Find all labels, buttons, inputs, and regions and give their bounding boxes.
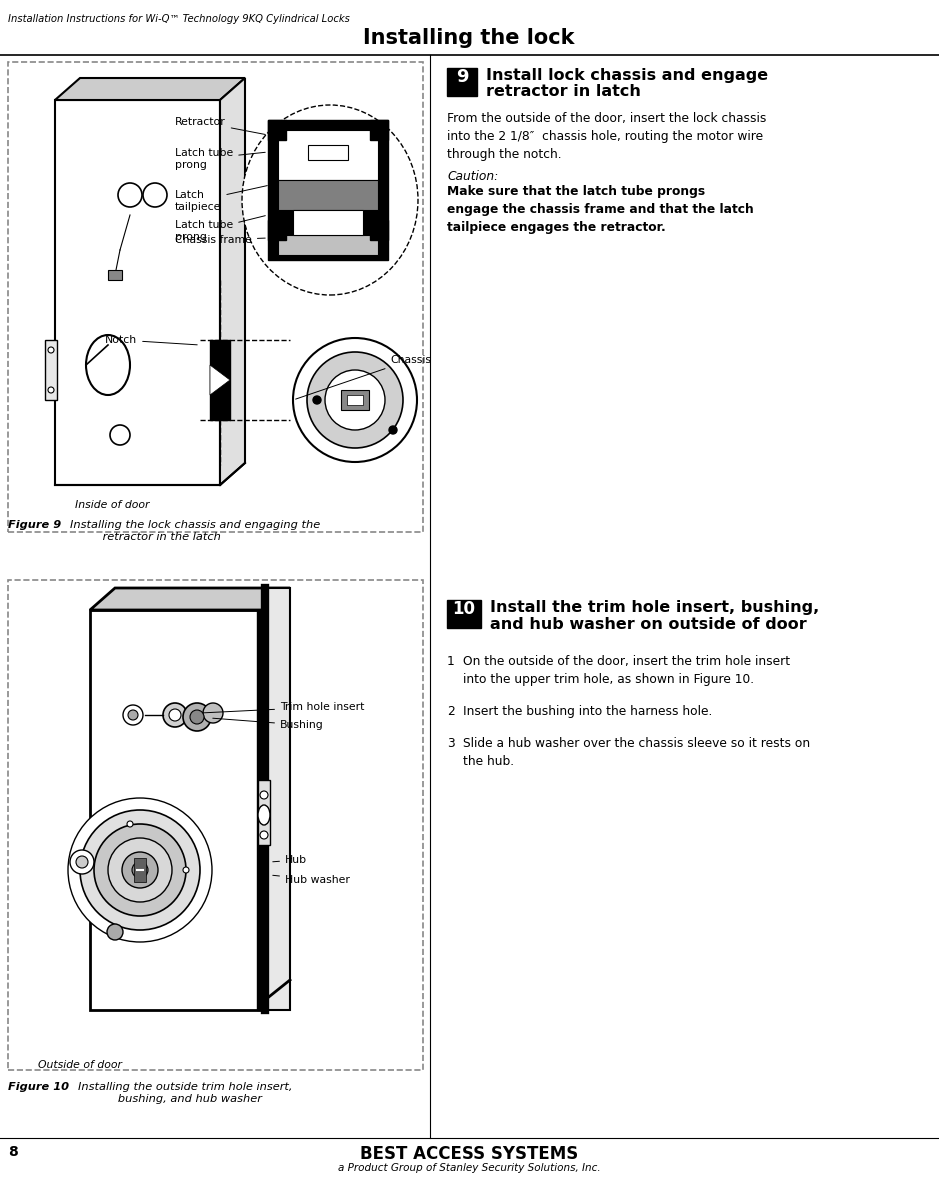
- Text: On the outside of the door, insert the trim hole insert
into the upper trim hole: On the outside of the door, insert the t…: [463, 655, 790, 686]
- Text: Figure 9: Figure 9: [8, 520, 61, 530]
- Text: Chassis: Chassis: [296, 355, 431, 399]
- Text: and hub washer on outside of door: and hub washer on outside of door: [490, 617, 807, 632]
- Bar: [370, 220, 388, 241]
- Text: 10: 10: [453, 600, 475, 618]
- Bar: [257, 610, 265, 1010]
- Text: Hub: Hub: [272, 855, 307, 865]
- Bar: [268, 120, 286, 141]
- Ellipse shape: [242, 105, 418, 295]
- Text: Chassis frame: Chassis frame: [175, 235, 265, 245]
- Text: Latch tube
prong: Latch tube prong: [175, 216, 266, 242]
- Text: 1: 1: [447, 655, 454, 668]
- Ellipse shape: [258, 805, 270, 825]
- Text: Installing the lock: Installing the lock: [363, 29, 575, 48]
- Text: Caution:: Caution:: [447, 170, 499, 183]
- Circle shape: [108, 838, 172, 902]
- Text: From the outside of the door, insert the lock chassis
into the 2 1/8″  chassis h: From the outside of the door, insert the…: [447, 112, 766, 161]
- Text: Trim hole insert: Trim hole insert: [203, 701, 364, 713]
- Polygon shape: [55, 77, 245, 100]
- Circle shape: [183, 703, 211, 731]
- Bar: [341, 389, 369, 410]
- Circle shape: [325, 370, 385, 430]
- Bar: [134, 858, 146, 883]
- Circle shape: [169, 709, 181, 721]
- Circle shape: [260, 791, 268, 799]
- Circle shape: [68, 798, 212, 942]
- Text: Hub washer: Hub washer: [272, 875, 350, 885]
- Circle shape: [94, 824, 186, 916]
- Bar: [278, 235, 378, 255]
- Ellipse shape: [86, 335, 130, 395]
- Circle shape: [132, 862, 148, 878]
- Text: Installing the lock chassis and engaging the
         retractor in the latch: Installing the lock chassis and engaging…: [70, 520, 320, 542]
- Circle shape: [110, 425, 130, 445]
- Text: Latch
tailpiece: Latch tailpiece: [175, 186, 268, 212]
- Text: 9: 9: [455, 68, 469, 86]
- Text: Notch: Notch: [105, 335, 197, 345]
- Polygon shape: [265, 588, 290, 1010]
- Circle shape: [48, 347, 54, 353]
- Text: Make sure that the latch tube prongs
engage the chassis frame and that the latch: Make sure that the latch tube prongs eng…: [447, 185, 754, 233]
- Circle shape: [163, 703, 187, 727]
- Text: 3: 3: [447, 737, 454, 750]
- Bar: [55, 100, 220, 485]
- Text: Outside of door: Outside of door: [38, 1060, 122, 1070]
- Text: Install lock chassis and engage: Install lock chassis and engage: [486, 68, 768, 83]
- Bar: [90, 610, 265, 1010]
- Circle shape: [190, 710, 204, 724]
- Circle shape: [70, 850, 94, 874]
- Polygon shape: [90, 588, 290, 610]
- Circle shape: [183, 867, 189, 873]
- Bar: [278, 130, 378, 180]
- Text: Figure 10: Figure 10: [8, 1081, 69, 1092]
- Text: 2: 2: [447, 705, 454, 718]
- Text: Retractor: Retractor: [175, 117, 266, 135]
- Polygon shape: [220, 77, 245, 485]
- Text: Latch tube
prong: Latch tube prong: [175, 148, 265, 169]
- Bar: [210, 339, 230, 420]
- Bar: [308, 145, 348, 160]
- Circle shape: [107, 924, 123, 940]
- Bar: [447, 68, 477, 96]
- Text: Bushing: Bushing: [213, 718, 324, 730]
- Circle shape: [293, 338, 417, 462]
- Circle shape: [48, 387, 54, 393]
- Text: Installation Instructions for Wi-Q™ Technology 9KQ Cylindrical Locks: Installation Instructions for Wi-Q™ Tech…: [8, 14, 350, 24]
- Text: BEST ACCESS SYSTEMS: BEST ACCESS SYSTEMS: [360, 1145, 578, 1162]
- Circle shape: [118, 183, 142, 207]
- Bar: [370, 120, 388, 141]
- Text: Installing the outside trim hole insert,
           bushing, and hub washer: Installing the outside trim hole insert,…: [78, 1081, 293, 1104]
- Circle shape: [307, 353, 403, 448]
- Circle shape: [260, 831, 268, 838]
- Circle shape: [128, 710, 138, 721]
- Bar: [45, 339, 57, 400]
- Circle shape: [122, 852, 158, 888]
- Bar: [278, 180, 378, 210]
- Circle shape: [123, 705, 143, 725]
- Text: Slide a hub washer over the chassis sleeve so it rests on
the hub.: Slide a hub washer over the chassis slee…: [463, 737, 810, 768]
- Circle shape: [76, 856, 88, 868]
- Text: retractor in latch: retractor in latch: [486, 85, 641, 99]
- Bar: [293, 210, 363, 235]
- Polygon shape: [210, 364, 230, 395]
- Text: a Product Group of Stanley Security Solutions, Inc.: a Product Group of Stanley Security Solu…: [338, 1162, 600, 1173]
- Circle shape: [80, 810, 200, 930]
- Circle shape: [127, 821, 133, 827]
- Circle shape: [203, 703, 223, 723]
- Bar: [8, 580, 423, 1070]
- Bar: [258, 780, 270, 844]
- Text: 8: 8: [8, 1145, 18, 1159]
- Circle shape: [389, 426, 397, 434]
- Bar: [108, 270, 122, 280]
- Bar: [8, 62, 423, 532]
- Bar: [268, 120, 388, 260]
- Text: Insert the bushing into the harness hole.: Insert the bushing into the harness hole…: [463, 705, 713, 718]
- Bar: [447, 600, 481, 628]
- Bar: [347, 395, 363, 405]
- Text: Inside of door: Inside of door: [75, 500, 149, 510]
- Circle shape: [143, 183, 167, 207]
- Bar: [268, 220, 286, 241]
- Text: Install the trim hole insert, bushing,: Install the trim hole insert, bushing,: [490, 600, 819, 615]
- Circle shape: [313, 395, 321, 404]
